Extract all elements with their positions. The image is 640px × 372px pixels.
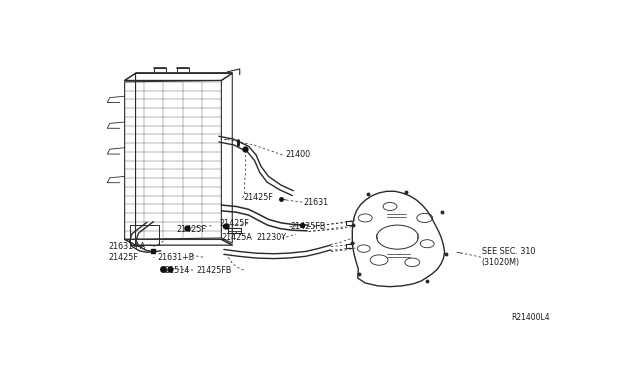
Text: SEE SEC. 310
(31020M): SEE SEC. 310 (31020M) <box>482 247 535 267</box>
Text: 21425F: 21425F <box>219 219 249 228</box>
Text: R21400L4: R21400L4 <box>511 313 550 322</box>
Text: 21631: 21631 <box>303 198 328 207</box>
Text: 21425F: 21425F <box>244 193 273 202</box>
Text: 21514: 21514 <box>164 266 189 275</box>
Text: 21425F: 21425F <box>109 253 139 262</box>
Text: 21425A: 21425A <box>221 234 252 243</box>
Text: 21425F: 21425F <box>177 225 207 234</box>
Text: 21230Y: 21230Y <box>256 234 286 243</box>
Text: 21631+B: 21631+B <box>157 253 194 262</box>
Text: 21425FB: 21425FB <box>291 222 326 231</box>
Text: 21631+A: 21631+A <box>109 242 146 251</box>
Text: 21400: 21400 <box>286 150 311 160</box>
Text: 21425FB: 21425FB <box>196 266 232 275</box>
